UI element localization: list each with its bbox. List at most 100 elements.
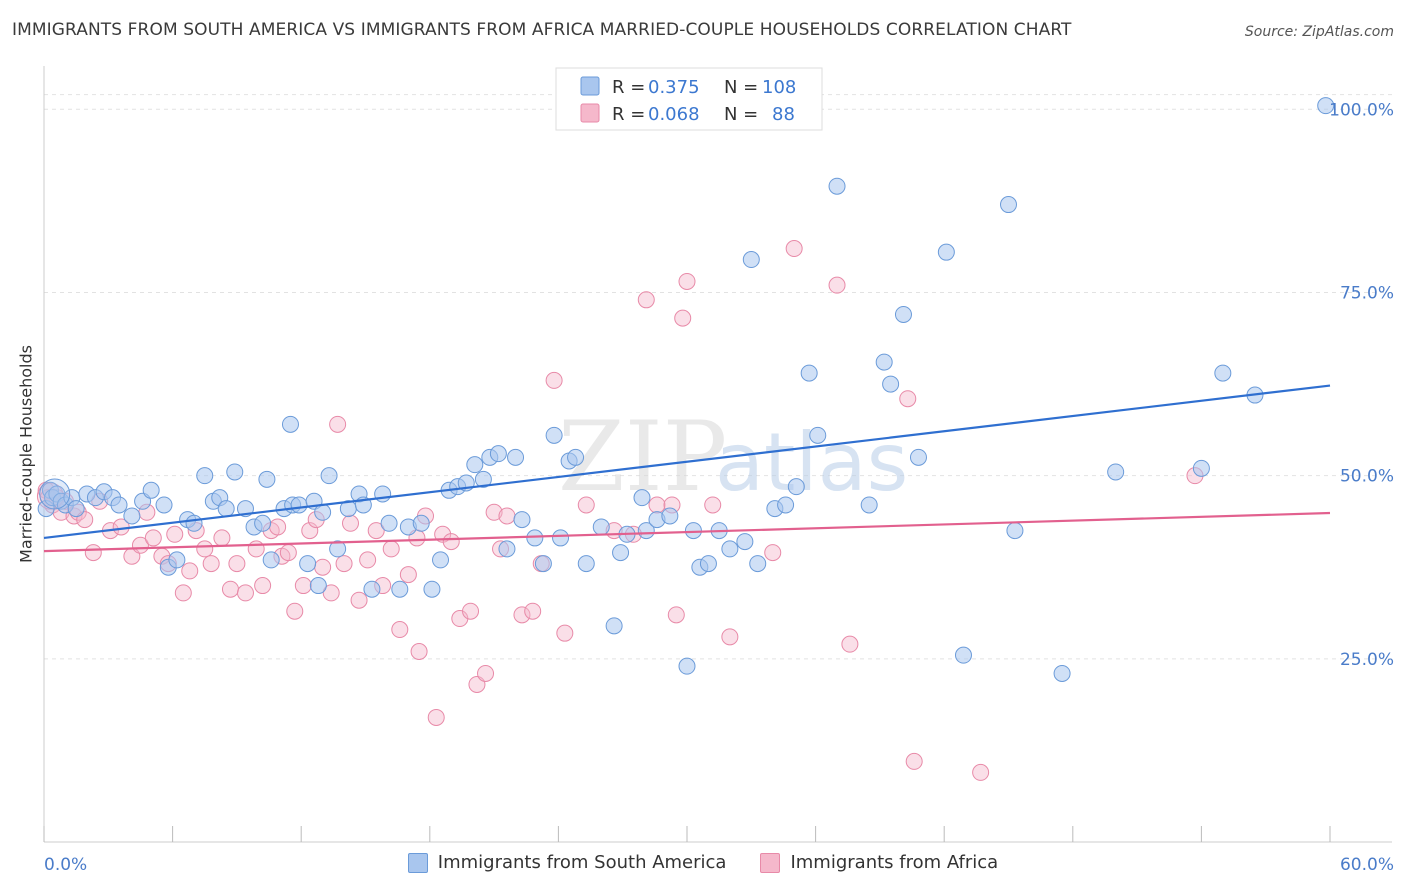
data-point-south-america xyxy=(1317,97,1335,115)
data-point-south-america xyxy=(489,445,507,463)
data-point-south-america xyxy=(299,555,317,573)
data-point-south-america xyxy=(612,544,630,562)
data-point-africa xyxy=(314,558,332,576)
data-point-south-america xyxy=(39,478,71,510)
legend-item-africa[interactable]: Immigrants from Africa xyxy=(760,852,998,873)
data-point-africa xyxy=(498,507,516,525)
data-point-south-america xyxy=(309,577,327,595)
data-point-south-america xyxy=(432,551,450,569)
data-point-south-america xyxy=(860,496,878,514)
legend-swatch-south-america xyxy=(407,852,428,873)
x-tick-label-min: 0.0% xyxy=(44,855,87,875)
data-point-south-america xyxy=(474,470,492,488)
data-point-africa xyxy=(524,602,542,620)
data-point-south-america xyxy=(661,507,679,525)
data-point-africa xyxy=(269,518,287,536)
data-point-south-america xyxy=(809,426,827,444)
data-point-south-america xyxy=(466,456,484,474)
data-point-south-america xyxy=(281,415,299,433)
chart-title: IMMIGRANTS FROM SOUTH AMERICA VS IMMIGRA… xyxy=(12,20,1072,40)
y-tick-label: 50.0% xyxy=(1340,467,1394,487)
series-africa-points xyxy=(36,240,1204,781)
data-point-south-america xyxy=(507,448,525,466)
data-point-africa xyxy=(764,544,782,562)
data-point-south-america xyxy=(749,555,767,573)
data-point-south-america xyxy=(262,551,280,569)
gridlines xyxy=(44,94,1392,660)
data-point-south-america xyxy=(777,496,795,514)
data-point-africa xyxy=(841,635,859,653)
data-point-south-america xyxy=(577,555,595,573)
trend-lines xyxy=(43,384,1331,553)
data-point-south-america xyxy=(254,514,272,532)
data-point-south-america xyxy=(423,580,441,598)
data-point-africa xyxy=(905,752,923,770)
data-point-south-america xyxy=(185,514,203,532)
legend-n-value-pink: 88 xyxy=(772,104,795,125)
data-point-africa xyxy=(674,309,692,327)
data-point-south-america xyxy=(633,489,651,507)
legend-n-value-blue: 108 xyxy=(762,77,796,98)
y-tick-labels: 25.0% 50.0% 75.0% 100.0% xyxy=(1329,100,1394,670)
legend-swatch-africa xyxy=(760,852,781,873)
data-point-south-america xyxy=(513,511,531,529)
data-point-africa xyxy=(213,529,231,547)
data-point-africa xyxy=(367,522,385,540)
x-tick-label-max: 60.0% xyxy=(1340,855,1394,875)
data-point-africa xyxy=(166,525,184,543)
data-point-south-america xyxy=(196,467,214,485)
data-point-africa xyxy=(477,664,495,682)
data-point-africa xyxy=(202,555,220,573)
stats-legend-box xyxy=(555,67,823,131)
legend-swatch-pink xyxy=(580,103,600,123)
data-point-south-america xyxy=(123,507,141,525)
data-point-south-america xyxy=(320,467,338,485)
data-point-south-america xyxy=(736,533,754,551)
data-point-africa xyxy=(648,496,666,514)
data-point-south-america xyxy=(954,646,972,664)
source-note: Source: ZipAtlas.com xyxy=(1244,24,1394,40)
data-point-africa xyxy=(462,602,480,620)
data-point-south-america xyxy=(875,353,893,371)
data-point-south-america xyxy=(637,522,655,540)
data-point-africa xyxy=(254,577,272,595)
data-point-africa xyxy=(247,540,265,558)
data-point-south-america xyxy=(110,496,128,514)
data-point-africa xyxy=(301,522,319,540)
data-point-south-america xyxy=(800,364,818,382)
legend-n-label-pink: N = xyxy=(724,104,758,125)
series-legend: Immigrants from South America Immigrants… xyxy=(0,852,1406,873)
data-point-africa xyxy=(391,621,409,639)
data-point-south-america xyxy=(67,500,85,518)
data-point-south-america xyxy=(721,540,739,558)
data-point-south-america xyxy=(882,375,900,393)
data-point-south-america xyxy=(1053,664,1071,682)
data-point-south-america xyxy=(217,500,235,518)
data-point-south-america xyxy=(498,540,516,558)
data-point-south-america xyxy=(363,580,381,598)
y-tick-label: 75.0% xyxy=(1340,283,1394,303)
legend-label-africa: Immigrants from Africa xyxy=(790,852,999,873)
data-point-africa xyxy=(427,708,445,726)
data-point-africa xyxy=(221,580,239,598)
data-point-south-america xyxy=(678,657,696,675)
data-point-south-america xyxy=(699,555,717,573)
data-point-africa xyxy=(577,496,595,514)
trend-line-africa xyxy=(43,511,1331,553)
axes xyxy=(43,66,1392,843)
data-point-africa xyxy=(637,291,655,309)
data-point-south-america xyxy=(1192,459,1210,477)
data-point-south-america xyxy=(226,463,244,481)
data-point-africa xyxy=(294,577,312,595)
legend-item-south-america[interactable]: Immigrants from South America xyxy=(407,852,726,873)
data-point-africa xyxy=(286,602,304,620)
data-point-south-america xyxy=(592,518,610,536)
legend-r-value-pink: 0.068 xyxy=(648,104,700,125)
data-point-south-america xyxy=(1006,522,1024,540)
data-point-south-america xyxy=(552,529,570,547)
data-point-africa xyxy=(485,503,503,521)
series-south-america-points xyxy=(37,97,1335,682)
data-point-south-america xyxy=(290,496,308,514)
data-point-south-america xyxy=(329,540,347,558)
